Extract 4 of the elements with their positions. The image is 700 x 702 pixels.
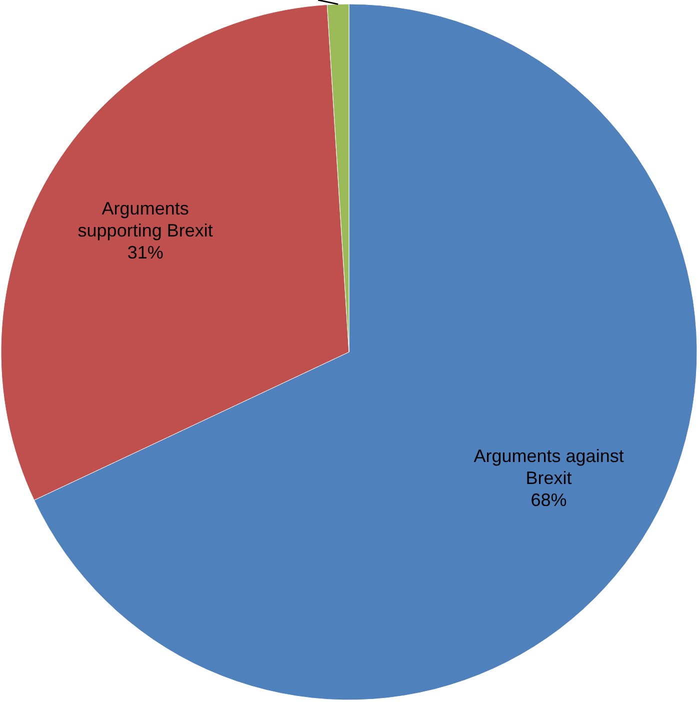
slice-label: Arguments supporting Brexit (78, 198, 213, 240)
data-label: 31% (127, 242, 164, 262)
slice-label: Arguments against Brexit (474, 446, 624, 488)
data-label: 68% (530, 490, 567, 510)
